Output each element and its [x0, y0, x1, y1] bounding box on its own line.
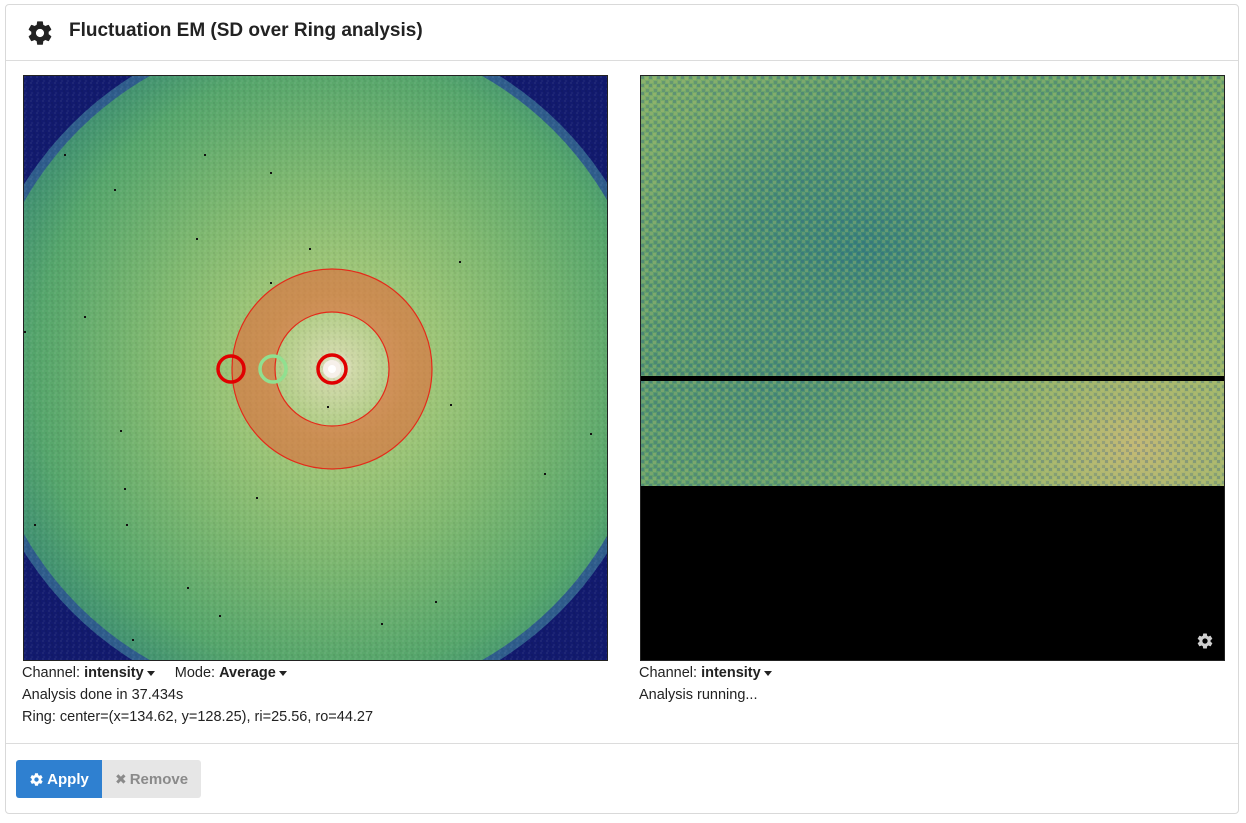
analysis-panel: Fluctuation EM (SD over Ring analysis)	[5, 4, 1239, 814]
ring-outer-edge[interactable]	[231, 268, 433, 470]
right-status: Analysis running...	[639, 687, 758, 703]
remove-label: Remove	[129, 770, 189, 788]
close-icon: ✖	[114, 770, 127, 787]
left-controls-row: Channel: intensity Mode: Average	[22, 662, 373, 684]
outer-radius-handle[interactable]	[216, 354, 246, 384]
diffraction-image-plot[interactable]	[23, 75, 608, 661]
remove-button[interactable]: ✖ Remove	[102, 760, 201, 798]
panel-footer	[6, 743, 1238, 744]
diffraction-image	[24, 76, 607, 660]
chevron-down-icon	[763, 670, 772, 676]
gear-icon	[30, 772, 43, 786]
plot-settings-gear-icon[interactable]	[1196, 632, 1214, 650]
center-handle[interactable]	[316, 353, 348, 385]
apply-button[interactable]: Apply	[16, 760, 102, 798]
result-image	[641, 76, 1224, 660]
left-mode-select[interactable]: Mode: Average	[175, 665, 287, 681]
channel-label: Channel:	[639, 665, 698, 681]
inner-radius-handle[interactable]	[258, 354, 288, 384]
left-channel-select[interactable]: Channel: intensity	[22, 665, 155, 681]
channel-value: intensity	[701, 665, 761, 681]
right-channel-select[interactable]: Channel: intensity	[639, 665, 772, 681]
channel-value: intensity	[84, 665, 144, 681]
ring-annulus[interactable]	[232, 269, 432, 469]
channel-label: Channel:	[22, 665, 81, 681]
mode-value: Average	[219, 665, 276, 681]
chevron-down-icon	[146, 670, 155, 676]
panel-header: Fluctuation EM (SD over Ring analysis)	[6, 5, 1238, 61]
left-status: Analysis done in 37.434s	[22, 687, 184, 703]
left-plot-info: Channel: intensity Mode: Average Analysi…	[22, 662, 373, 728]
right-plot-info: Channel: intensity Analysis running...	[639, 662, 772, 706]
right-controls-row: Channel: intensity	[639, 662, 772, 684]
gear-icon	[28, 21, 52, 45]
apply-label: Apply	[47, 770, 89, 788]
ring-parameters: Ring: center=(x=134.62, y=128.25), ri=25…	[22, 709, 374, 725]
result-image-plot[interactable]	[640, 75, 1225, 661]
mode-label: Mode:	[174, 665, 216, 681]
page-title: Fluctuation EM (SD over Ring analysis)	[69, 20, 423, 41]
ring-inner-edge[interactable]	[274, 311, 390, 427]
chevron-down-icon	[278, 670, 287, 676]
